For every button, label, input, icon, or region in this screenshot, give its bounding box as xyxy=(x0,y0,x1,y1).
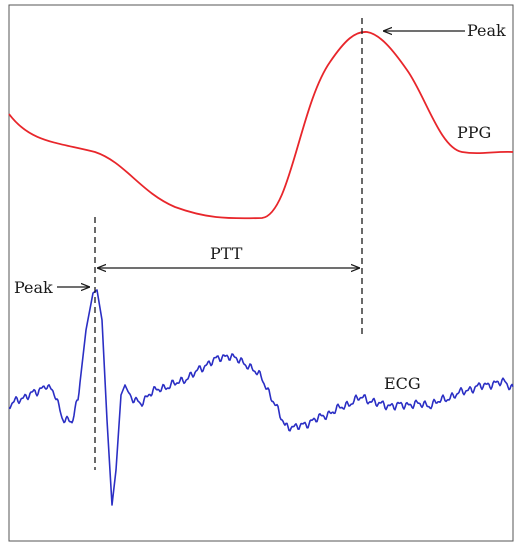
ppg-peak-label: Peak xyxy=(467,21,506,40)
ppg-label: PPG xyxy=(457,123,491,142)
diagram-frame xyxy=(8,4,514,542)
ptt-label: PTT xyxy=(210,244,243,263)
ecg-peak-label: Peak xyxy=(14,278,53,297)
ecg-label: ECG xyxy=(384,374,421,393)
ppg-waveform xyxy=(8,31,514,220)
ecg-waveform xyxy=(8,289,514,506)
